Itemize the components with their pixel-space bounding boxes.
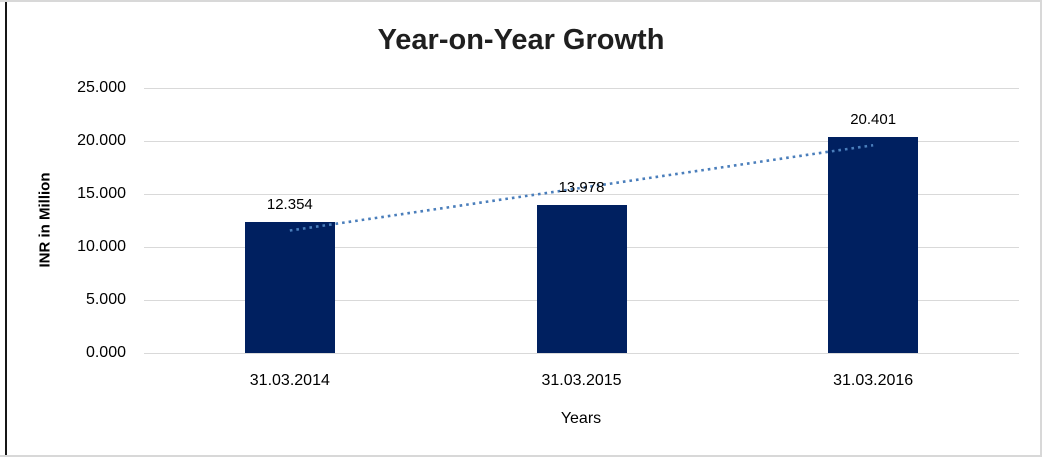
x-tick-label: 31.03.2015 <box>541 372 622 389</box>
y-tick-label: 15.000 <box>77 185 126 202</box>
y-tick-label: 5.000 <box>85 291 126 308</box>
x-tick-label: 31.03.2014 <box>249 372 330 389</box>
bar-31.03.2016 <box>828 136 919 353</box>
y-tick-label: 20.000 <box>77 132 126 149</box>
data-label: 12.354 <box>266 196 313 214</box>
chart-title: Year-on-Year Growth <box>377 24 665 56</box>
gridline <box>144 87 1019 89</box>
x-tick-label: 31.03.2016 <box>833 372 914 389</box>
plot-area: 12.354 13.978 20.401 <box>144 87 1019 354</box>
bar-31.03.2015 <box>536 204 627 353</box>
window-left-edge <box>5 0 7 457</box>
data-label: 20.401 <box>850 110 897 128</box>
gridline <box>144 352 1019 354</box>
data-label: 13.978 <box>558 178 605 196</box>
y-tick-label: 0.000 <box>85 344 126 361</box>
bar-31.03.2014 <box>244 222 335 353</box>
y-tick-label: 10.000 <box>77 238 126 255</box>
gridline <box>144 140 1019 142</box>
y-tick-label: 25.000 <box>77 79 126 96</box>
gridline <box>144 193 1019 195</box>
x-axis-title: Years <box>560 410 602 427</box>
